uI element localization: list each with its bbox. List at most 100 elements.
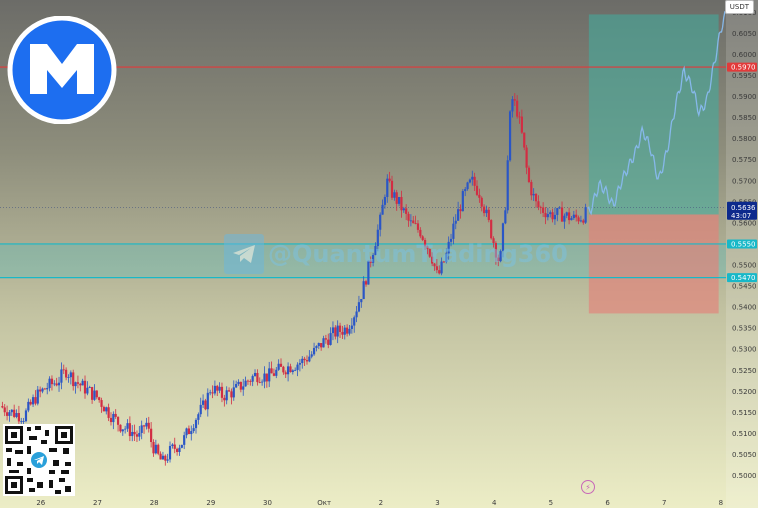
candle bbox=[237, 381, 240, 385]
candle bbox=[421, 236, 424, 240]
x-tick-label: 3 bbox=[435, 499, 439, 507]
candle bbox=[272, 373, 276, 376]
candle bbox=[546, 214, 549, 218]
candle bbox=[20, 421, 23, 423]
candle bbox=[107, 407, 110, 418]
x-tick-label: 29 bbox=[206, 499, 215, 507]
candle bbox=[282, 366, 285, 373]
candle bbox=[315, 346, 318, 348]
candle bbox=[327, 339, 330, 345]
level-tag-0-bg bbox=[727, 62, 757, 72]
candle bbox=[145, 422, 148, 427]
candle bbox=[57, 382, 61, 386]
candle bbox=[449, 238, 453, 242]
candle bbox=[197, 414, 200, 420]
candle bbox=[279, 363, 283, 367]
candle bbox=[499, 251, 502, 262]
y-tick-label: 0.5150 bbox=[732, 409, 757, 417]
x-tick-label: 7 bbox=[662, 499, 666, 507]
y-tick-label: 0.5950 bbox=[732, 72, 757, 80]
candle bbox=[357, 302, 361, 312]
candle bbox=[220, 386, 224, 398]
y-tick-label: 0.5850 bbox=[732, 114, 757, 122]
mexc-logo bbox=[3, 15, 121, 125]
candle bbox=[41, 388, 44, 392]
candle bbox=[225, 390, 228, 401]
candle bbox=[412, 220, 415, 224]
candles-layer bbox=[1, 93, 587, 466]
y-tick-label: 0.5400 bbox=[732, 304, 757, 312]
x-tick-label: 5 bbox=[549, 499, 553, 507]
candle bbox=[582, 220, 585, 223]
candle bbox=[438, 270, 441, 274]
candle bbox=[570, 218, 573, 221]
candle bbox=[487, 209, 490, 221]
candle bbox=[246, 380, 250, 382]
candle bbox=[1, 406, 4, 408]
candle bbox=[341, 331, 344, 335]
candle bbox=[549, 212, 552, 215]
projection-layer bbox=[587, 11, 726, 216]
candle bbox=[537, 201, 540, 207]
zones-layer bbox=[0, 14, 726, 314]
candle bbox=[121, 429, 124, 432]
candle bbox=[397, 197, 401, 204]
y-tick-label: 0.6000 bbox=[732, 51, 757, 59]
candle bbox=[98, 397, 101, 401]
candle bbox=[251, 376, 254, 382]
price-axis: 0.61000.60500.60000.59500.59000.58500.58… bbox=[726, 0, 758, 508]
candle bbox=[556, 208, 559, 215]
candle bbox=[310, 354, 313, 357]
stop-zone bbox=[588, 214, 719, 314]
candle bbox=[482, 206, 486, 214]
candle bbox=[457, 209, 460, 221]
candle bbox=[36, 389, 39, 404]
candle bbox=[284, 372, 287, 375]
lightning-icon[interactable]: ⚡ bbox=[581, 480, 595, 494]
candle bbox=[128, 423, 131, 437]
candle bbox=[395, 192, 398, 204]
candle bbox=[138, 432, 141, 437]
candle bbox=[579, 220, 583, 222]
candle bbox=[50, 378, 54, 385]
candle bbox=[253, 372, 257, 377]
candle bbox=[461, 191, 464, 212]
candle bbox=[86, 387, 89, 394]
candle bbox=[553, 214, 557, 220]
candle bbox=[67, 377, 70, 378]
telegram-watermark: @QuantumTrading360 bbox=[224, 234, 568, 274]
candle bbox=[201, 400, 205, 405]
level-tag-2-bg bbox=[727, 273, 757, 283]
candle bbox=[452, 223, 455, 239]
candle bbox=[13, 409, 16, 417]
candle bbox=[490, 220, 493, 239]
candle bbox=[312, 347, 316, 355]
projection-path bbox=[587, 11, 726, 216]
candle bbox=[8, 412, 11, 416]
qr-code bbox=[3, 424, 75, 496]
candle bbox=[48, 378, 51, 389]
candle bbox=[428, 249, 431, 257]
candle bbox=[409, 220, 412, 222]
candle bbox=[185, 428, 188, 436]
candle bbox=[286, 366, 290, 375]
candle bbox=[308, 356, 311, 362]
currency-label[interactable]: USDT bbox=[724, 0, 754, 14]
candle bbox=[100, 400, 103, 407]
y-tick-label: 0.5800 bbox=[732, 135, 757, 143]
candle bbox=[301, 358, 304, 364]
x-tick-label: 28 bbox=[150, 499, 159, 507]
candle bbox=[338, 325, 342, 332]
candle bbox=[530, 181, 533, 196]
candle bbox=[511, 99, 514, 112]
candle bbox=[317, 343, 320, 347]
candle bbox=[227, 390, 231, 392]
candle bbox=[249, 381, 252, 382]
candle bbox=[194, 419, 198, 429]
candle bbox=[218, 386, 221, 391]
candle bbox=[235, 384, 238, 388]
candle bbox=[324, 338, 327, 340]
candle bbox=[140, 425, 143, 433]
candle bbox=[90, 387, 94, 400]
candle bbox=[244, 380, 247, 387]
